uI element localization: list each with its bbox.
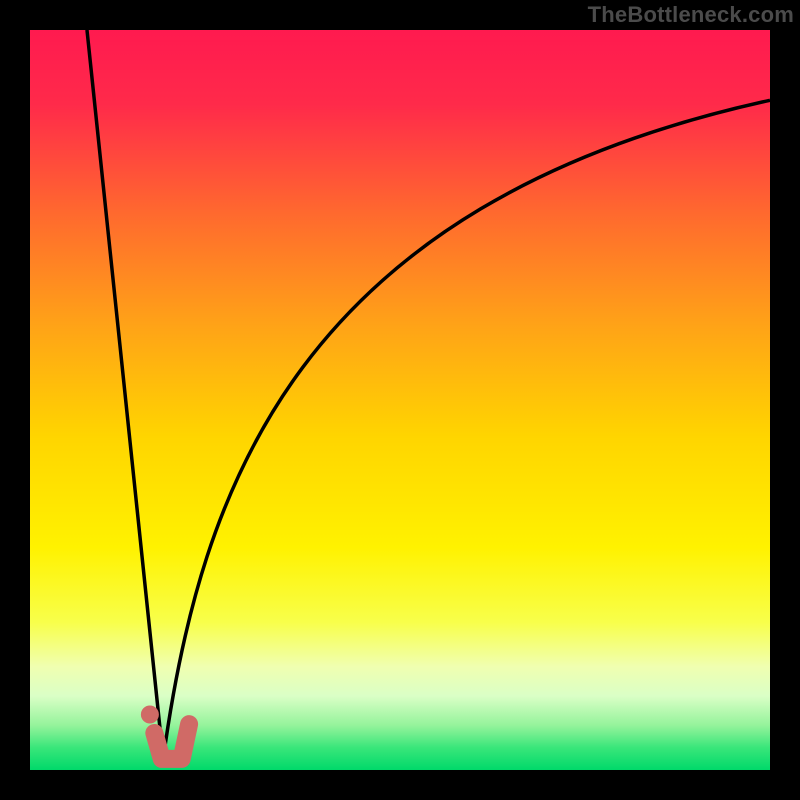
watermark-text: TheBottleneck.com <box>588 0 800 28</box>
gradient-background <box>0 0 800 800</box>
chart-container: TheBottleneck.com <box>0 0 800 800</box>
